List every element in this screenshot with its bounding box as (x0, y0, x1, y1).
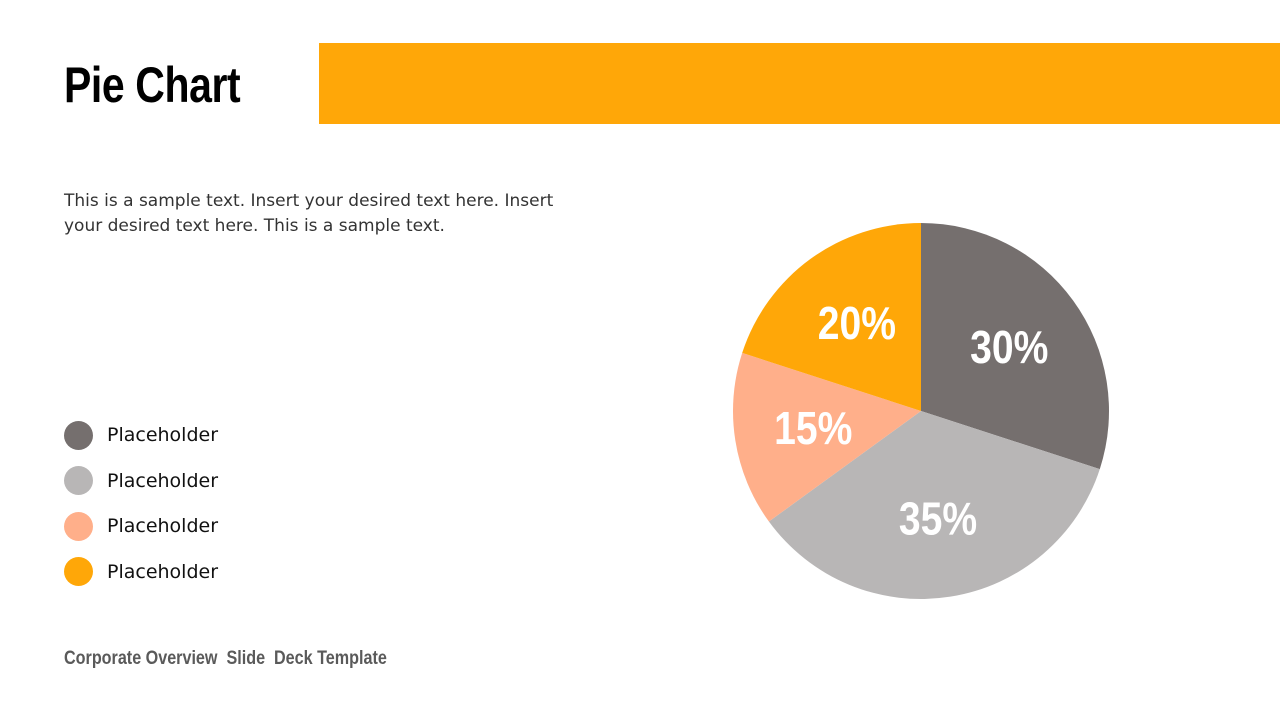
legend-label: Placeholder (107, 424, 219, 446)
slice-label: 30% (970, 322, 1048, 374)
slice-label: 35% (899, 494, 977, 546)
pie-slice (732, 352, 921, 522)
footer-text: Corporate Overview Slide Deck Template (64, 648, 387, 669)
legend-label: Placeholder (107, 469, 219, 492)
legend-label: Placeholder (107, 515, 219, 537)
pie-slice (742, 223, 921, 411)
legend: Placeholder Placeholder Placeholder Plac… (64, 420, 218, 602)
legend-dot-icon (64, 511, 93, 541)
legend-item: Placeholder (64, 557, 218, 587)
legend-dot-icon (64, 466, 93, 495)
legend-label: Placeholder (107, 560, 219, 583)
slice-label: 15% (774, 403, 852, 455)
page-title: Pie Chart (64, 57, 241, 113)
legend-item: Placeholder (64, 466, 218, 496)
pie-slice (768, 411, 1100, 599)
slice-label: 20% (818, 298, 896, 350)
legend-item: Placeholder (64, 511, 218, 541)
legend-dot-icon (64, 557, 93, 586)
legend-item: Placeholder (64, 420, 218, 450)
pie-slice (921, 223, 1109, 470)
description-text: This is a sample text. Insert your desir… (64, 191, 554, 236)
accent-bar (319, 43, 1280, 124)
legend-dot-icon (64, 420, 93, 450)
